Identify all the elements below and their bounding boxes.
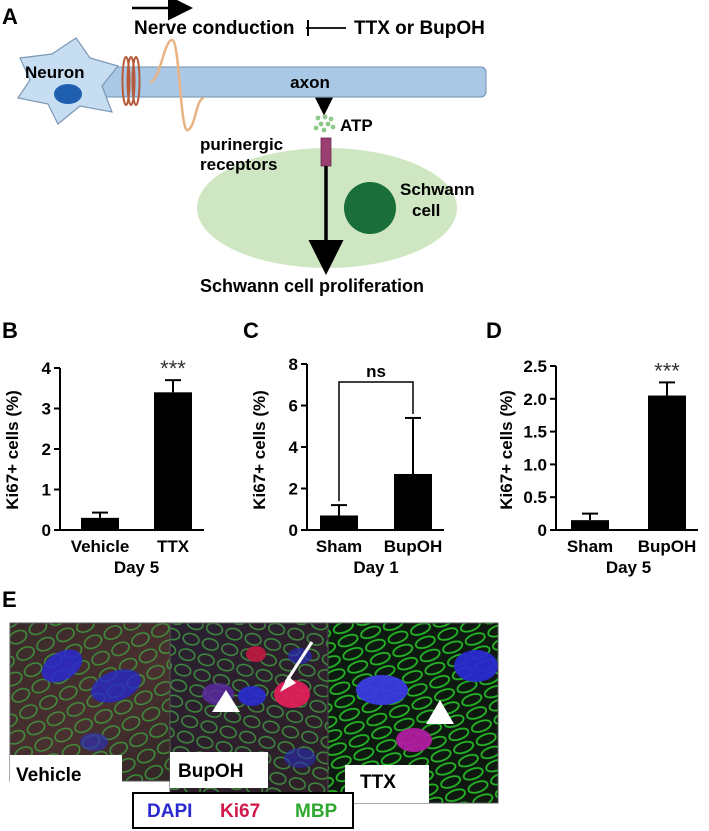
y-axis-label: Ki67+ cells (%): [497, 390, 516, 510]
y-tick-label: 4: [289, 438, 299, 457]
chart-d: 0 0.5 1.0 1.5 2.0 2.5 Ki67+ cells (%) Sham BupOH…: [497, 357, 698, 577]
significance-bracket: [338, 381, 414, 502]
category-label: TTX: [157, 537, 190, 556]
category-label: Sham: [316, 537, 362, 556]
white-arrow-icon: [284, 641, 314, 683]
micrograph-ttx: TTX: [327, 622, 499, 804]
category-label: BupOH: [384, 537, 443, 556]
significance-label: ***: [160, 356, 186, 381]
x-axis-label: Day 5: [114, 558, 159, 577]
neuron-nucleus: [54, 84, 82, 104]
ion-channel-icon: [121, 56, 141, 106]
bar-sham: [320, 515, 358, 530]
significance-label: ns: [366, 362, 386, 381]
y-tick-label: 3: [42, 400, 51, 419]
panel-label-a: A: [2, 4, 18, 29]
y-axis-label: Ki67+ cells (%): [250, 390, 269, 510]
category-label: Vehicle: [71, 537, 130, 556]
schwann-label-line1: Schwann: [400, 180, 475, 199]
legend-ki67: Ki67: [220, 801, 260, 822]
legend-dapi: DAPI: [147, 801, 192, 822]
bar-charts: 0 1 2 3 4 Ki67+ cells (%) Vehicle TTX Day 5 *** 0 2…: [3, 355, 698, 577]
nerve-conduction-label: Nerve conduction: [134, 18, 294, 39]
atp-dots-icon: [313, 114, 336, 133]
neuron-label: Neuron: [25, 63, 85, 82]
arrowhead-marker-ttx: [426, 700, 454, 724]
y-tick-label: 4: [42, 359, 52, 378]
y-tick-label: 0.5: [523, 488, 547, 507]
outcome-label: Schwann cell proliferation: [200, 276, 424, 296]
action-potential-icon: [149, 38, 205, 132]
y-axis-label: Ki67+ cells (%): [3, 390, 22, 510]
x-axis-label: Day 1: [353, 558, 398, 577]
panel-e: E Vehicle BupOH: [2, 587, 499, 829]
purinergic-receptor-icon: [320, 137, 332, 167]
y-tick-label: 2.0: [523, 390, 547, 409]
micrograph-label-bupoh: BupOH: [178, 761, 243, 782]
category-label: BupOH: [638, 537, 697, 556]
panel-label-c: C: [243, 318, 259, 343]
chart-c: 0 2 4 6 8 Ki67+ cells (%) Sham BupOH Day 1 ns: [250, 355, 444, 577]
y-tick-label: 6: [289, 397, 298, 416]
category-label: Sham: [567, 537, 613, 556]
y-tick-label: 0: [538, 521, 547, 540]
y-tick-label: 2: [42, 440, 51, 459]
axon-label: axon: [290, 73, 330, 92]
micrograph-label-ttx: TTX: [360, 772, 396, 793]
neuron-shape: [17, 37, 120, 125]
y-tick-label: 1: [42, 481, 51, 500]
y-tick-label: 1.0: [523, 455, 547, 474]
legend-mbp: MBP: [295, 801, 338, 822]
atp-label: ATP: [340, 116, 373, 135]
y-tick-label: 0: [289, 521, 298, 540]
blocker-label: TTX or BupOH: [354, 18, 485, 39]
bar-ttx: [154, 392, 192, 530]
y-tick-label: 1.5: [523, 423, 547, 442]
y-tick-label: 2.5: [523, 357, 547, 376]
y-tick-label: 8: [289, 355, 298, 374]
y-tick-label: 0: [42, 521, 51, 540]
bar-bupoh: [394, 473, 432, 530]
receptors-label-line1: purinergic: [200, 135, 283, 154]
bar-vehicle: [81, 517, 119, 530]
schwann-label-line2: cell: [412, 201, 440, 220]
micrograph-bupoh: BupOH: [169, 622, 351, 804]
bar-bupoh: [648, 395, 686, 530]
y-tick-label: 2: [289, 480, 298, 499]
receptors-label-line2: receptors: [200, 155, 277, 174]
panel-label-d: D: [486, 318, 502, 343]
channel-legend: DAPI Ki67 MBP: [132, 792, 354, 829]
bar-sham: [571, 520, 609, 530]
panel-label-e: E: [2, 587, 17, 612]
x-axis-label: Day 5: [606, 558, 651, 577]
schwann-nucleus: [344, 182, 396, 234]
chart-b: 0 1 2 3 4 Ki67+ cells (%) Vehicle TTX Day 5 ***: [3, 356, 204, 577]
micrograph-label-vehicle: Vehicle: [16, 765, 82, 786]
significance-label: ***: [654, 358, 680, 383]
panel-label-b: B: [2, 318, 18, 343]
arrowhead-marker-bupoh: [212, 690, 240, 712]
panel-a: A Nerve conduction TTX or BupOH axon Neu…: [2, 0, 487, 296]
